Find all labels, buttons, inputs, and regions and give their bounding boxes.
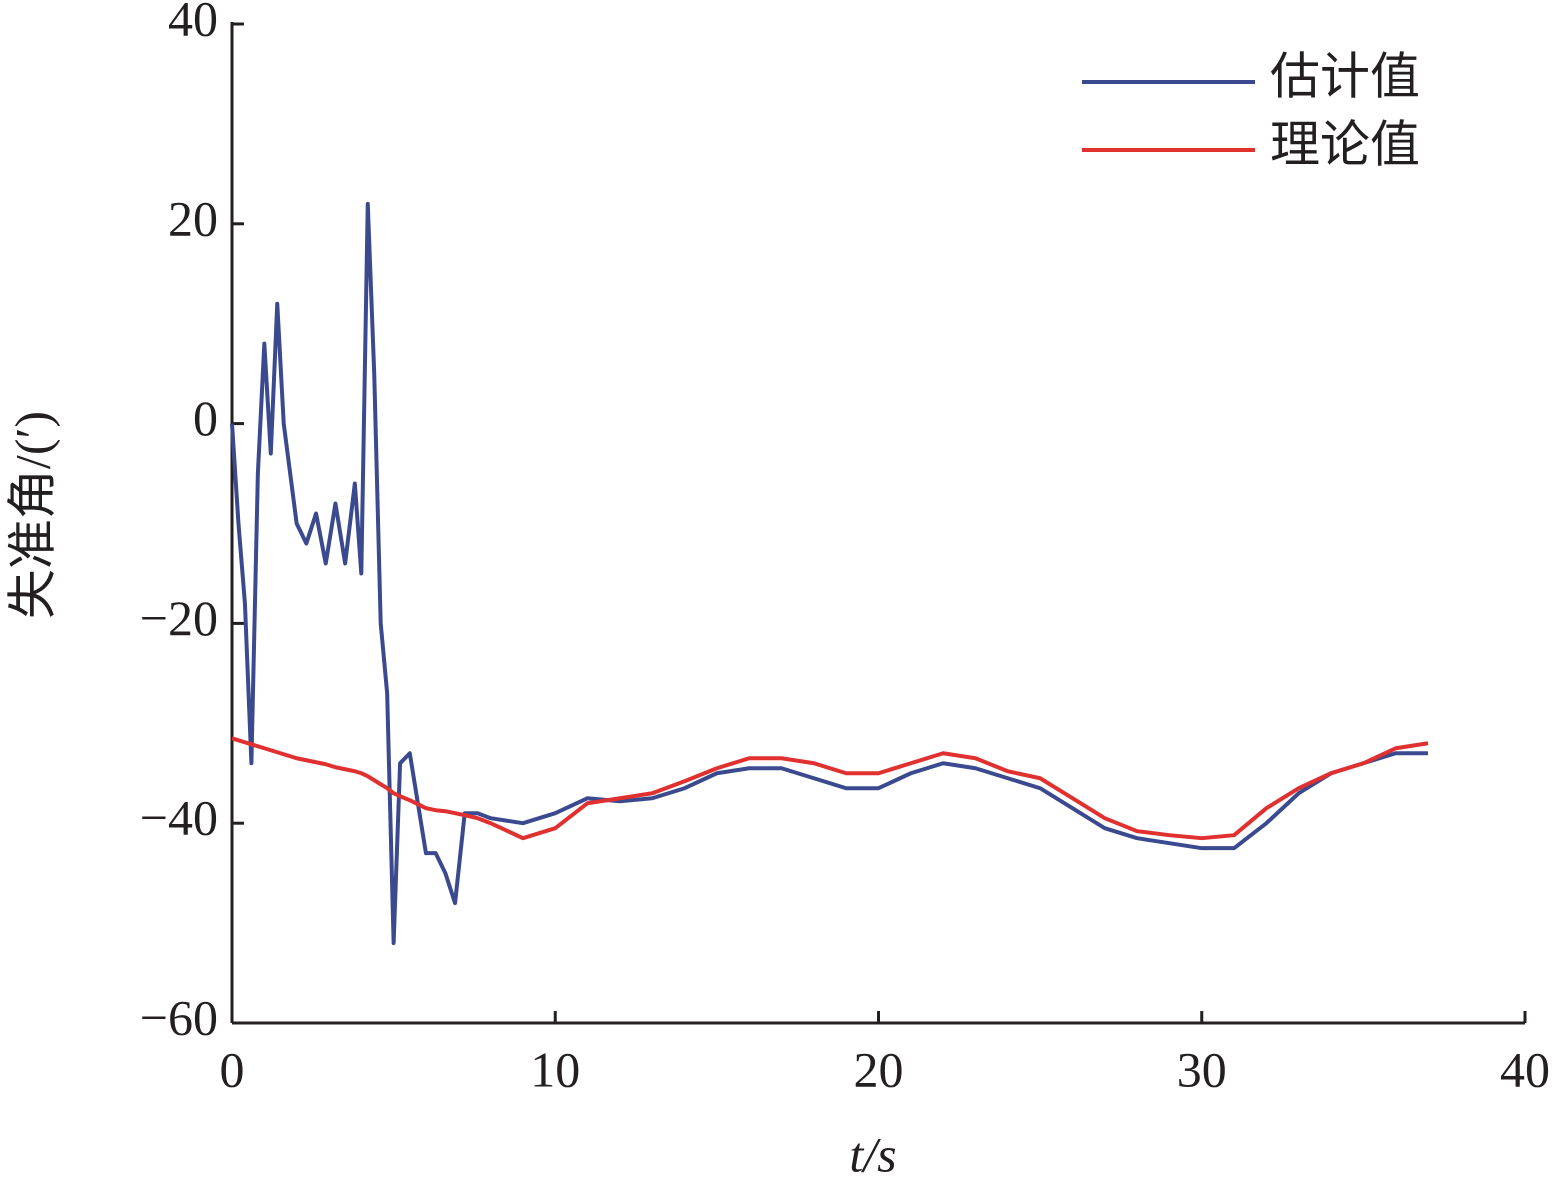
- y-tick-label: −20: [140, 590, 218, 646]
- series-line: [231, 736, 1429, 841]
- x-tick-label: 0: [220, 1041, 245, 1097]
- y-tick-label: 20: [168, 190, 218, 246]
- series-line: [230, 201, 1429, 946]
- y-tick-label: −60: [140, 989, 218, 1045]
- y-axis-label: 失准角/(′): [4, 411, 60, 619]
- x-tick-label: 30: [1177, 1041, 1227, 1097]
- x-tick-label: 10: [530, 1041, 580, 1097]
- x-tick-label: 40: [1500, 1041, 1550, 1097]
- legend-label: 理论值: [1270, 116, 1420, 172]
- y-tick-label: −40: [140, 790, 218, 846]
- legend-label: 估计值: [1270, 48, 1420, 104]
- x-tick-label: 20: [854, 1041, 904, 1097]
- x-axis-label: t/s: [849, 1126, 896, 1182]
- y-tick-label: 40: [168, 0, 218, 46]
- y-tick-label: 0: [193, 390, 218, 446]
